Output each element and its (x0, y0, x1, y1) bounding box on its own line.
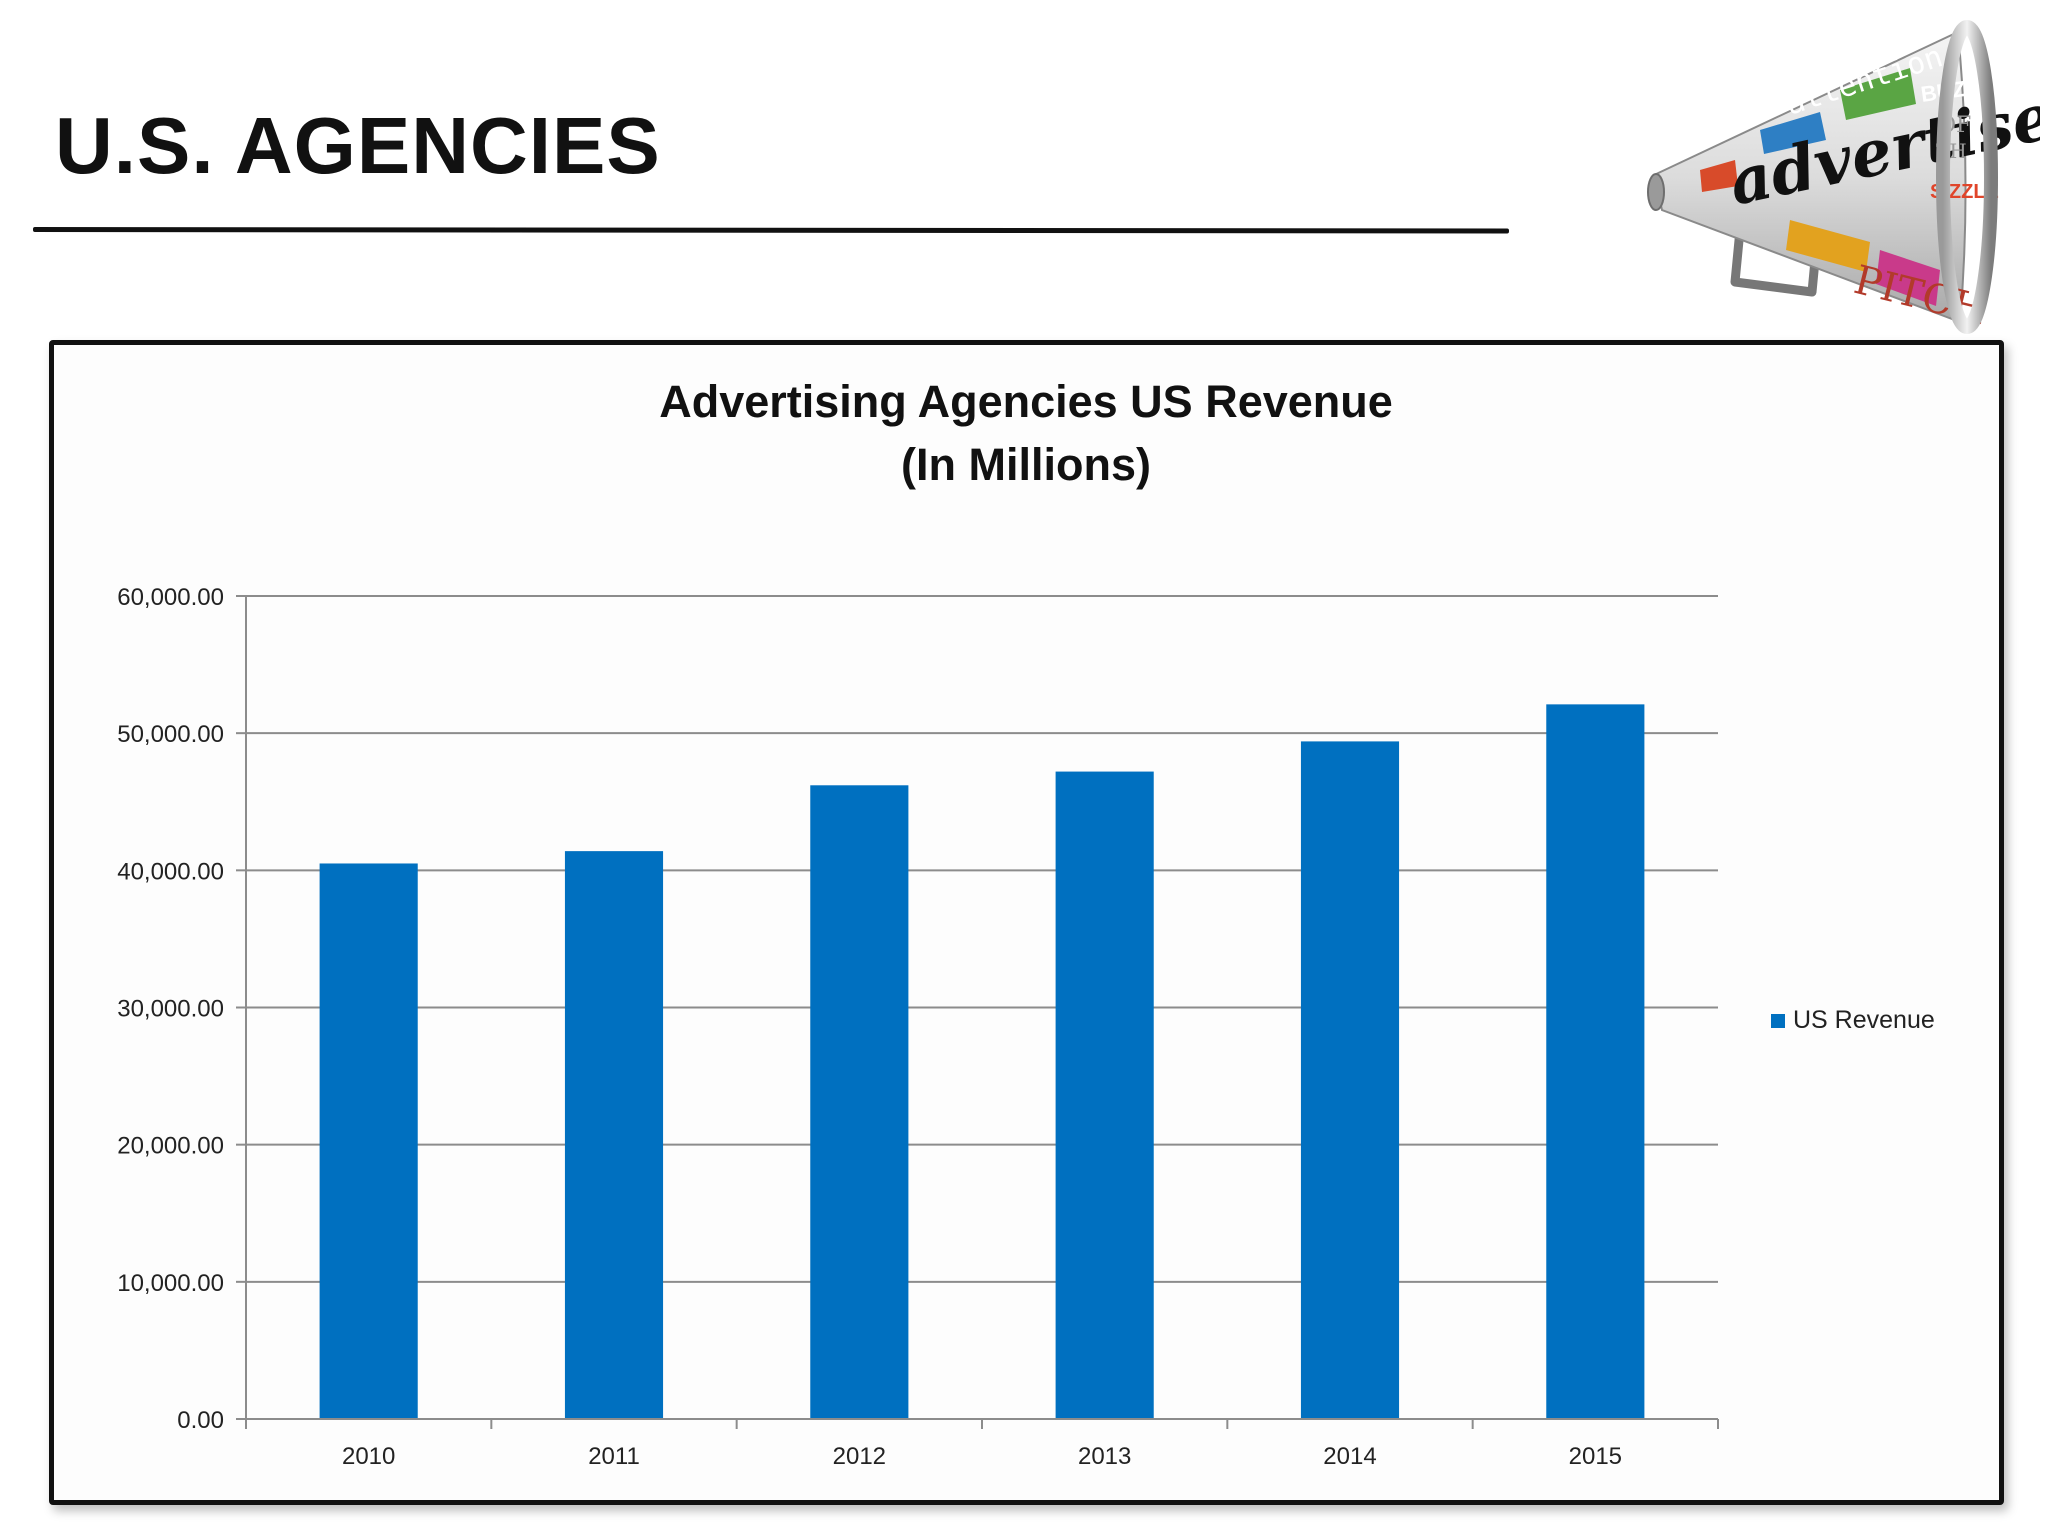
bars (319, 704, 1645, 1419)
y-tick-label: 10,000.00 (117, 1270, 224, 1297)
y-tick-label: 0.00 (177, 1407, 224, 1434)
page-title: U.S. AGENCIES (55, 101, 661, 190)
chart-frame: Advertising Agencies US Revenue (In Mill… (49, 340, 2004, 1505)
y-tick-label: 30,000.00 (117, 996, 224, 1023)
axes: 0.00 10,000.00 20,000.00 30,000.00 40,000.00… (117, 584, 1719, 1470)
x-tick-label: 2012 (833, 1443, 886, 1470)
legend-label: US Revenue (1793, 1006, 1935, 1034)
bar-2013 (1055, 771, 1154, 1419)
bar-2012 (810, 785, 909, 1419)
x-tick-label: 2010 (342, 1443, 395, 1470)
bar-chart: Advertising Agencies US Revenue (In Mill… (117, 376, 1935, 1470)
y-tick-label: 60,000.00 (117, 584, 224, 611)
x-tick-label: 2013 (1078, 1443, 1131, 1470)
chart-subtitle: (In Millions) (901, 439, 1151, 490)
x-tick-label: 2015 (1569, 1443, 1622, 1470)
chart-title: Advertising Agencies US Revenue (659, 376, 1393, 427)
x-tick-label: 2014 (1323, 1443, 1376, 1470)
bar-2014 (1300, 741, 1400, 1419)
bar-2011 (564, 851, 664, 1419)
legend-swatch (1771, 1014, 1785, 1028)
x-tick-label: 2011 (588, 1443, 640, 1470)
megaphone-icon: advertise! attention PITCH BUZZ SIZZLE O… (1647, 20, 2040, 334)
y-tick-label: 20,000.00 (117, 1133, 224, 1160)
title-underline (32, 227, 1510, 234)
y-tick-label: 50,000.00 (117, 721, 224, 748)
gridlines (246, 595, 1718, 1283)
y-tick-label: 40,000.00 (117, 858, 224, 885)
bar-2010 (319, 863, 418, 1419)
legend: US Revenue (1771, 1006, 1935, 1034)
bar-2015 (1546, 704, 1645, 1419)
